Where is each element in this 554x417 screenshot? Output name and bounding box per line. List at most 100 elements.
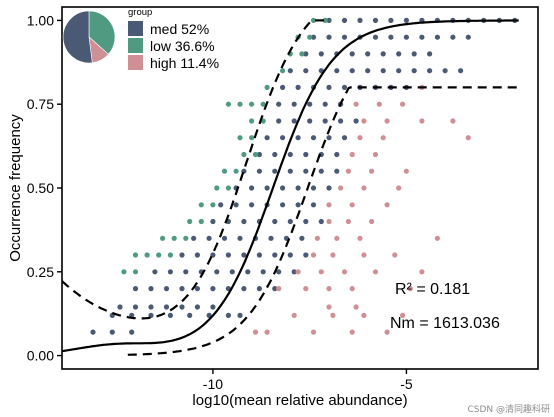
point-med	[256, 168, 262, 174]
point-high	[349, 151, 355, 158]
point-med	[256, 151, 262, 158]
point-high	[434, 235, 440, 241]
legend-swatch-high	[128, 55, 143, 70]
point-med	[179, 286, 185, 292]
point-med	[396, 68, 402, 74]
point-med	[427, 68, 433, 74]
point-med	[264, 185, 270, 191]
point-med	[322, 101, 328, 107]
point-med	[372, 17, 379, 23]
legend-label-low: low 36.6%	[150, 38, 215, 54]
legend: group med 52% low 36.6% high 11.4%	[62, 7, 219, 71]
point-med	[249, 202, 255, 208]
point-low	[237, 101, 243, 107]
point-low	[249, 101, 255, 107]
point-high	[361, 185, 367, 191]
point-med	[341, 34, 348, 40]
point-low	[241, 151, 247, 158]
point-high	[384, 118, 390, 124]
r-squared-annotation: R² = 0.181	[395, 281, 470, 298]
point-med	[427, 51, 433, 57]
point-low	[322, 17, 328, 23]
y-tick-label: 0.75	[27, 96, 54, 112]
point-med	[272, 218, 278, 225]
point-med	[434, 34, 440, 40]
point-med	[163, 286, 170, 292]
point-med	[295, 84, 301, 90]
point-med	[310, 185, 317, 191]
point-high	[264, 329, 270, 335]
point-high	[361, 118, 367, 124]
point-high	[361, 312, 367, 318]
point-med	[272, 286, 278, 292]
point-med	[276, 101, 282, 107]
point-high	[396, 185, 402, 191]
point-med	[210, 286, 216, 292]
point-med	[334, 68, 340, 74]
point-med	[117, 304, 123, 310]
point-high	[372, 151, 379, 158]
point-med	[334, 168, 340, 174]
point-high	[400, 101, 406, 107]
point-high	[419, 118, 425, 124]
legend-swatch-med	[128, 21, 143, 36]
point-low	[214, 185, 220, 191]
point-med	[148, 304, 154, 310]
point-high	[403, 168, 409, 174]
point-low	[225, 101, 231, 107]
point-med	[280, 135, 286, 141]
y-axis-label: Occurrence frequency	[7, 114, 24, 262]
point-med	[396, 51, 402, 57]
legend-swatch-low	[128, 38, 143, 53]
point-med	[210, 252, 216, 258]
points-layer	[90, 17, 518, 335]
point-high	[465, 135, 471, 141]
point-high	[310, 252, 317, 258]
point-med	[295, 135, 301, 141]
point-med	[229, 269, 235, 275]
point-med	[276, 269, 282, 275]
nm-annotation: Nm = 1613.036	[390, 315, 500, 332]
point-low	[252, 151, 259, 158]
point-med	[307, 118, 313, 124]
point-med	[442, 68, 448, 74]
point-high	[419, 269, 425, 275]
point-high	[295, 269, 301, 275]
point-low	[121, 269, 127, 275]
point-med	[388, 34, 394, 40]
point-med	[403, 17, 409, 23]
point-med	[249, 185, 255, 191]
point-med	[303, 168, 309, 174]
point-med	[183, 269, 189, 275]
point-low	[310, 17, 317, 23]
point-med	[365, 68, 371, 74]
pie-slice-med	[62, 10, 93, 64]
point-high	[450, 118, 456, 124]
point-med	[295, 185, 301, 191]
point-med	[241, 252, 247, 258]
point-low	[264, 84, 270, 90]
point-low	[183, 235, 189, 241]
point-med	[326, 185, 332, 191]
point-med	[353, 118, 359, 124]
point-med	[225, 252, 231, 258]
point-high	[407, 286, 413, 292]
point-med	[450, 34, 456, 40]
point-med	[326, 17, 332, 23]
pie-slice-low	[88, 10, 116, 55]
x-tick-label: -5	[400, 376, 413, 392]
point-med	[365, 51, 371, 57]
point-low	[198, 218, 204, 225]
point-med	[326, 84, 332, 90]
watermark-text: CSDN @清同趣科研	[467, 403, 550, 415]
point-high	[276, 286, 282, 292]
point-med	[194, 286, 200, 292]
point-med	[291, 269, 297, 275]
point-med	[132, 304, 139, 310]
point-med	[303, 151, 309, 158]
point-high	[326, 202, 332, 208]
point-high	[369, 168, 375, 174]
point-med	[179, 304, 185, 310]
point-med	[179, 252, 185, 258]
